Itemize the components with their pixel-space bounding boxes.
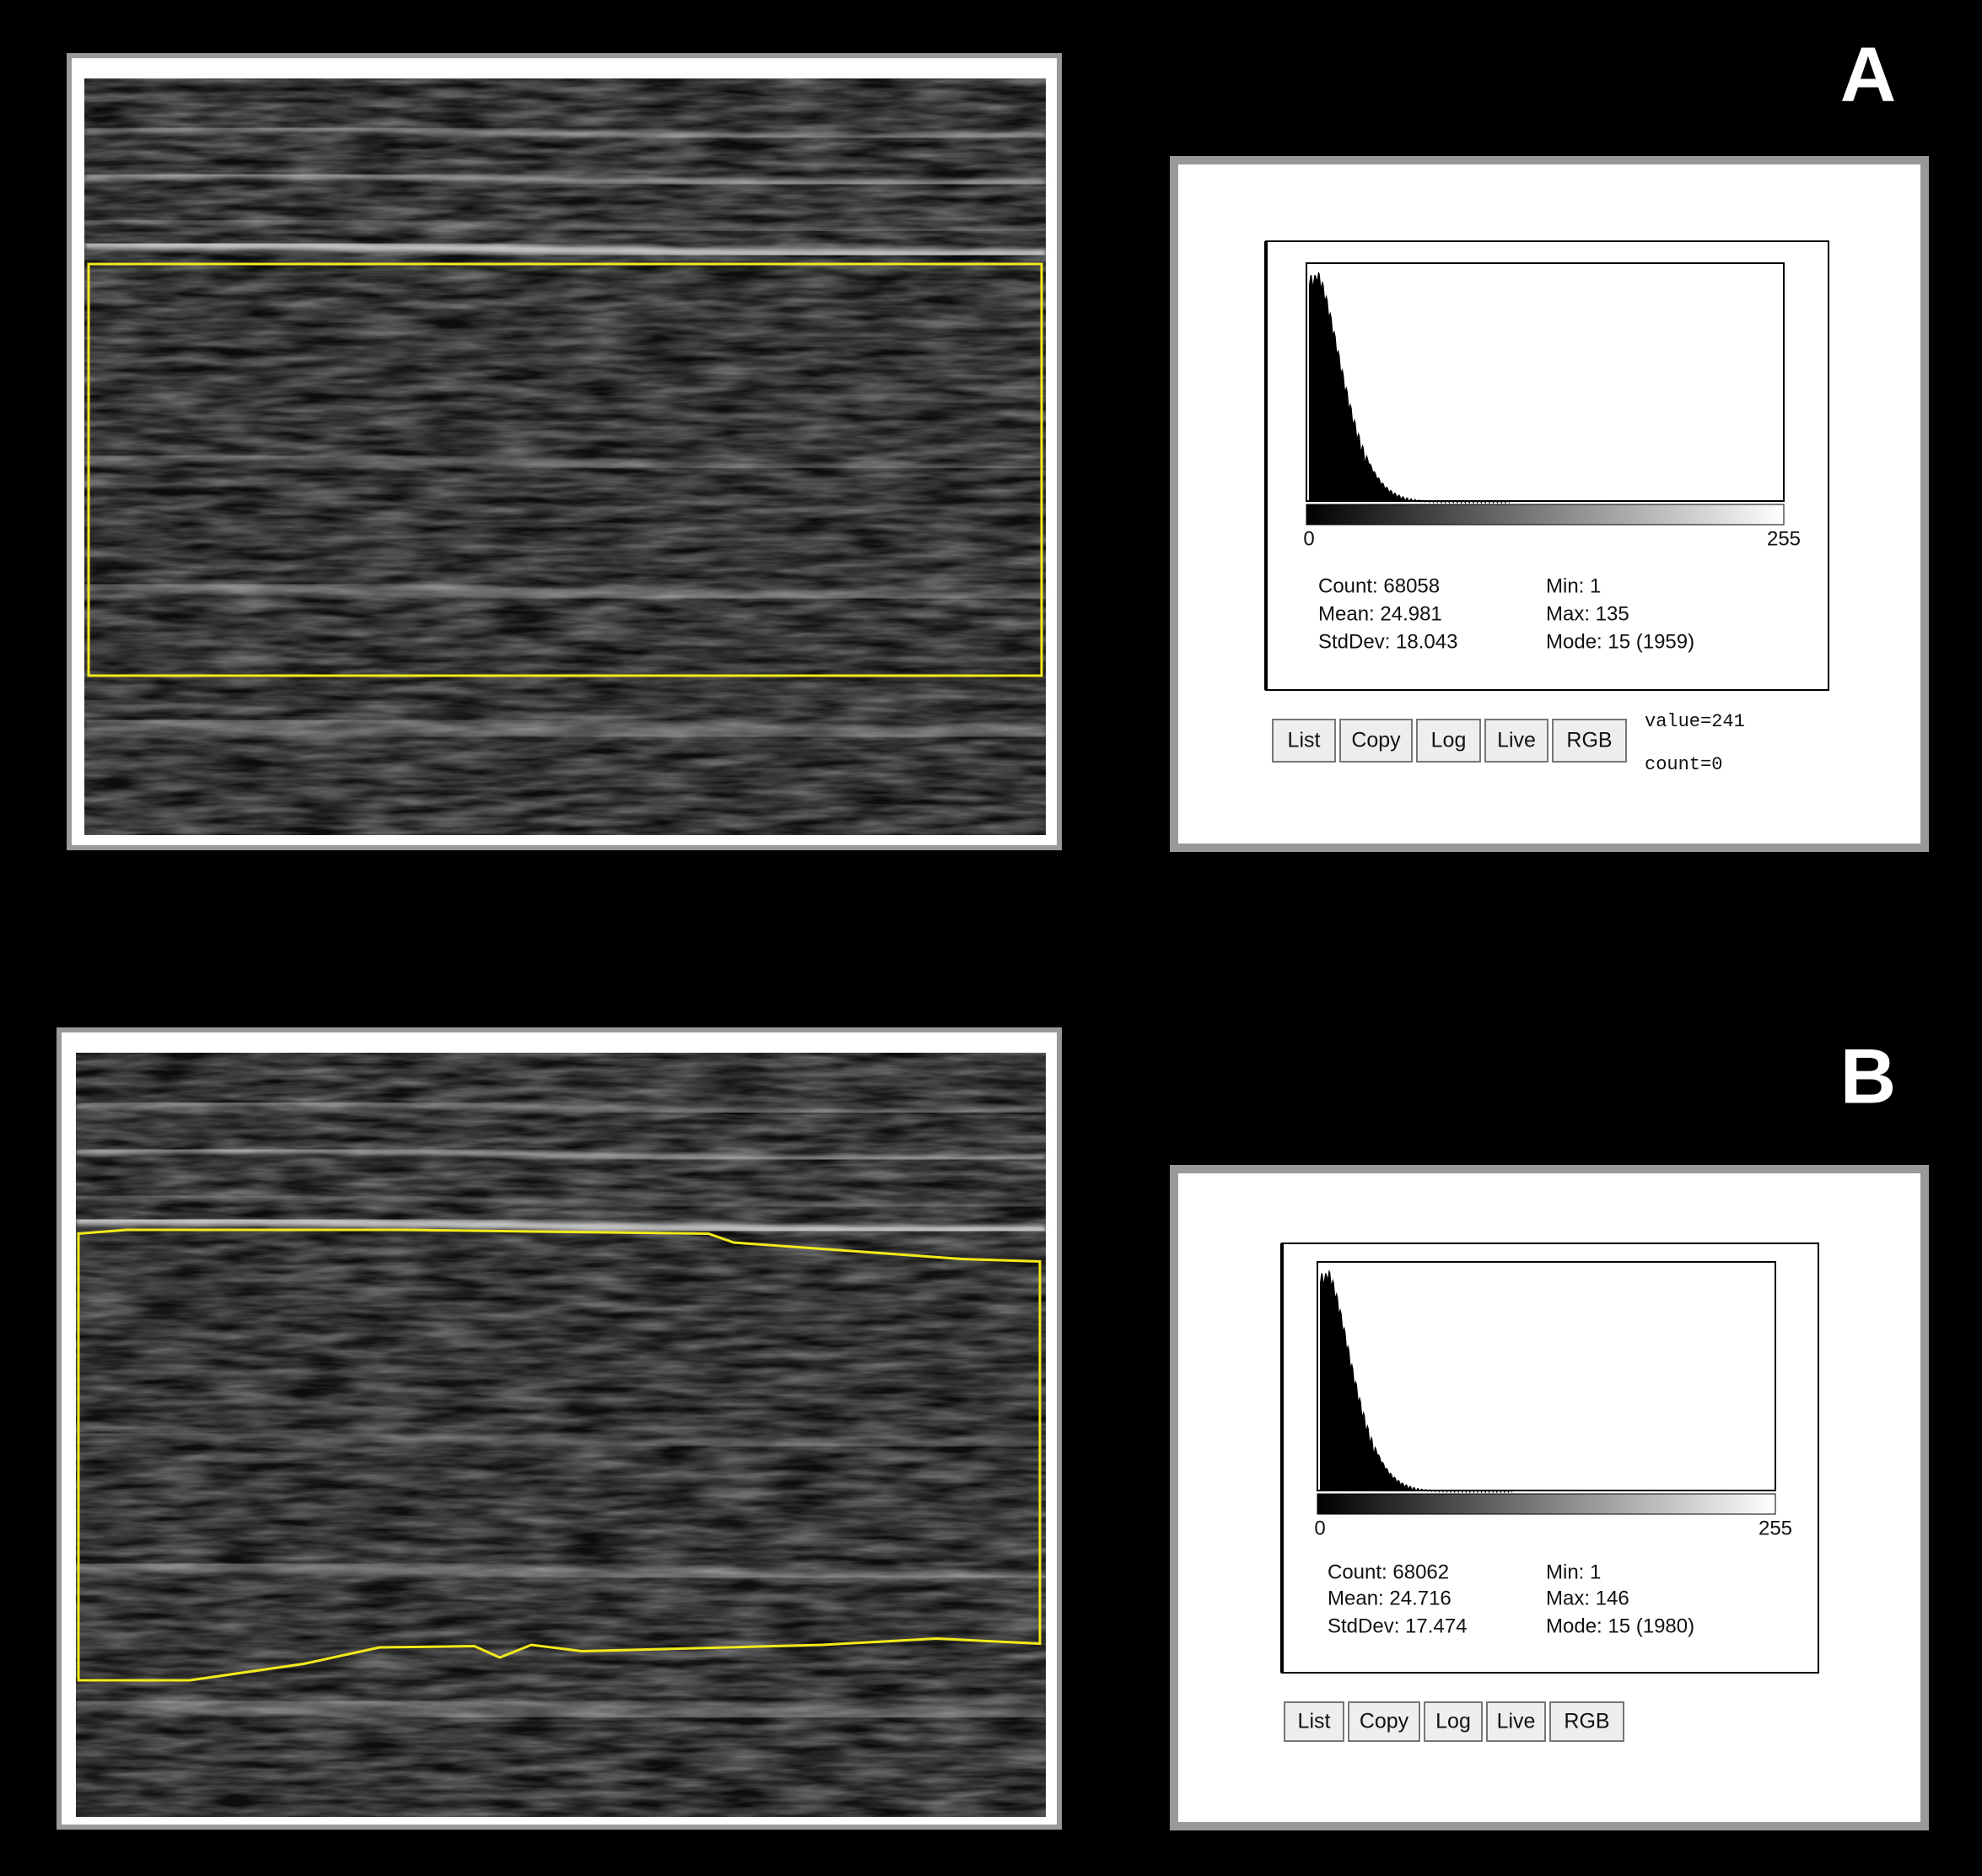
axis-max: 255 [1758, 1517, 1792, 1539]
button[interactable]: RGB [1549, 1701, 1624, 1742]
button-face[interactable] [1486, 1701, 1546, 1742]
roi-freehand [77, 1228, 1042, 1682]
roi-rectangle [87, 262, 1043, 677]
button-face[interactable] [1284, 1701, 1344, 1742]
button[interactable]: Log [1424, 1701, 1483, 1742]
button-label[interactable]: List [1288, 729, 1321, 752]
stat-left: StdDev: 18.043 [1318, 630, 1457, 653]
plot-box [1317, 1261, 1776, 1491]
stat-left: StdDev: 17.474 [1328, 1615, 1467, 1637]
tissue-layer [75, 1195, 1047, 1208]
axis-max: 255 [1767, 527, 1801, 550]
button-label[interactable]: RGB [1564, 1710, 1609, 1733]
readout: value=241 [1645, 711, 1745, 732]
panel: A 0 255 Count: 68058 Mean: 24.981 StdDev: 18.… [67, 31, 1929, 852]
tissue-layer [75, 1216, 1047, 1234]
axis-min: 0 [1314, 1517, 1325, 1539]
panel-label: A [1840, 31, 1896, 117]
stat-right: Max: 135 [1546, 602, 1629, 625]
button-face[interactable] [1484, 719, 1548, 763]
stat-left: Mean: 24.981 [1318, 602, 1442, 625]
tissue-layer [83, 172, 1047, 186]
button[interactable]: RGB [1552, 719, 1627, 763]
button-label[interactable]: Copy [1351, 729, 1401, 752]
button[interactable]: Copy [1339, 719, 1413, 763]
tissue-layer [83, 712, 1047, 745]
button-label[interactable]: Copy [1360, 1710, 1409, 1733]
button-label[interactable]: Live [1497, 729, 1536, 752]
histogram-shape [1320, 1270, 1513, 1494]
tissue-layer [83, 126, 1047, 140]
tissue-layer [83, 452, 1047, 472]
button-face[interactable] [1549, 1701, 1624, 1742]
stat-right: Max: 146 [1546, 1587, 1629, 1609]
tissue-layer [83, 240, 1047, 258]
button-label[interactable]: List [1298, 1710, 1331, 1733]
panel-label: B [1840, 1033, 1896, 1119]
tissue-layer [83, 579, 1047, 603]
tissue-layer [75, 1101, 1047, 1114]
stat-right: Mode: 15 (1959) [1546, 630, 1694, 653]
readout: count=0 [1645, 754, 1722, 775]
button-face[interactable] [1348, 1701, 1420, 1742]
tissue-layer [75, 1147, 1047, 1162]
button[interactable]: Live [1486, 1701, 1546, 1742]
stat-right: Mode: 15 (1980) [1546, 1615, 1694, 1637]
button[interactable]: Live [1484, 719, 1548, 763]
button-face[interactable] [1416, 719, 1481, 763]
button-label[interactable]: Log [1435, 1710, 1471, 1733]
plot-box [1306, 262, 1785, 502]
gray-scale-bar [1306, 504, 1785, 526]
gray-scale-bar [1317, 1493, 1776, 1515]
button-face[interactable] [1339, 719, 1413, 763]
axis-min: 0 [1303, 527, 1314, 550]
button[interactable]: List [1272, 719, 1336, 763]
panel: B 0 255 Count: 68062 Mean: 24.716 StdDev: 17.… [57, 1027, 1929, 1830]
tissue-layer [75, 1559, 1047, 1583]
button-face[interactable] [1552, 719, 1627, 763]
button[interactable]: Log [1416, 719, 1481, 763]
button-label[interactable]: Log [1431, 729, 1467, 752]
histogram-shape [1309, 271, 1510, 504]
stat-right: Min: 1 [1546, 574, 1601, 597]
button-label[interactable]: RGB [1566, 729, 1612, 752]
stat-left: Mean: 24.716 [1328, 1587, 1451, 1609]
stat-left: Count: 68058 [1318, 574, 1440, 597]
tissue-layer [75, 1431, 1047, 1450]
tissue-layer [75, 1693, 1047, 1726]
button-face[interactable] [1272, 719, 1336, 763]
tissue-layer [83, 219, 1047, 232]
button-face[interactable] [1424, 1701, 1483, 1742]
button-label[interactable]: Live [1497, 1710, 1536, 1733]
stat-right: Min: 1 [1546, 1561, 1601, 1583]
button[interactable]: Copy [1348, 1701, 1420, 1742]
button[interactable]: List [1284, 1701, 1344, 1742]
stat-left: Count: 68062 [1328, 1561, 1449, 1583]
